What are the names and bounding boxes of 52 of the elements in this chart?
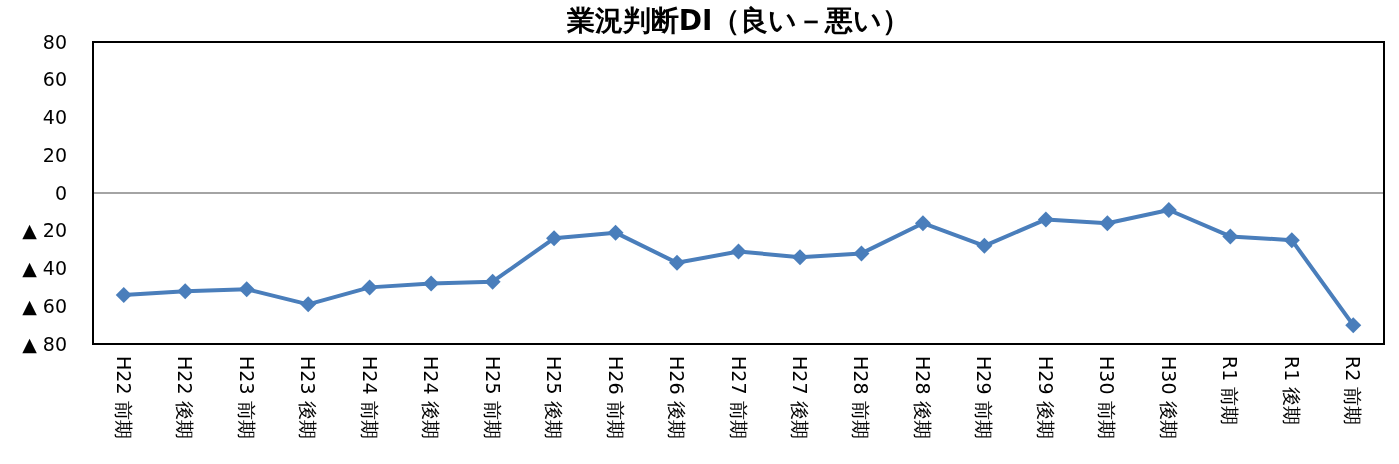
- x-tick-label: R1 後期: [1280, 356, 1303, 426]
- x-tick-label: H24 後期: [420, 356, 443, 439]
- x-tick-label: H27 前期: [727, 356, 750, 439]
- point: [238, 281, 255, 298]
- point: [607, 224, 624, 241]
- y-tick-label: ▲ 40: [22, 257, 67, 280]
- point: [1037, 211, 1054, 228]
- y-tick-label: 0: [54, 181, 67, 204]
- point: [730, 243, 747, 260]
- x-tick-label: H25 後期: [543, 356, 566, 439]
- x-tick-label: H26 前期: [604, 356, 627, 439]
- y-tick-label: 60: [42, 68, 67, 91]
- point: [115, 286, 132, 303]
- point: [914, 215, 931, 232]
- y-tick-label: 40: [42, 106, 67, 129]
- point: [484, 273, 501, 290]
- point: [976, 237, 993, 254]
- y-tick-label: 80: [42, 30, 67, 53]
- x-tick-label: H25 前期: [481, 356, 504, 439]
- y-tick-label: ▲ 60: [22, 294, 67, 317]
- chart-title: 業況判断DI（良い－悪い）: [565, 4, 911, 37]
- x-tick-label: H26 後期: [666, 356, 689, 439]
- x-tick-label: H27 後期: [788, 356, 811, 439]
- point: [853, 245, 870, 262]
- point: [300, 296, 317, 313]
- x-tick-label: H28 後期: [911, 356, 934, 439]
- x-tick-label: H30 後期: [1157, 356, 1180, 439]
- x-tick-label: H22 前期: [112, 356, 135, 439]
- y-tick-label: ▲ 80: [22, 332, 67, 355]
- point: [1099, 215, 1116, 232]
- point: [1160, 201, 1177, 218]
- y-tick-label: ▲ 20: [22, 219, 67, 242]
- x-tick-label: R1 前期: [1219, 356, 1242, 426]
- point: [423, 275, 440, 292]
- point: [546, 230, 563, 247]
- x-tick-label: H28 前期: [850, 356, 873, 439]
- x-tick-label: H29 後期: [1034, 356, 1057, 439]
- point: [1345, 317, 1362, 334]
- point: [177, 283, 194, 300]
- x-tick-label: H23 後期: [297, 356, 320, 439]
- x-tick-label: H24 前期: [358, 356, 381, 439]
- x-tick-label: R2 前期: [1342, 356, 1365, 426]
- x-tick-label: H29 前期: [973, 356, 996, 439]
- y-tick-label: 20: [42, 143, 67, 166]
- point: [1283, 232, 1300, 249]
- point: [1222, 228, 1239, 245]
- x-tick-label: H22 後期: [174, 356, 197, 439]
- point: [791, 249, 808, 266]
- x-tick-label: H23 前期: [235, 356, 258, 439]
- point: [361, 279, 378, 296]
- point: [669, 254, 686, 271]
- x-tick-label: H30 前期: [1096, 356, 1119, 439]
